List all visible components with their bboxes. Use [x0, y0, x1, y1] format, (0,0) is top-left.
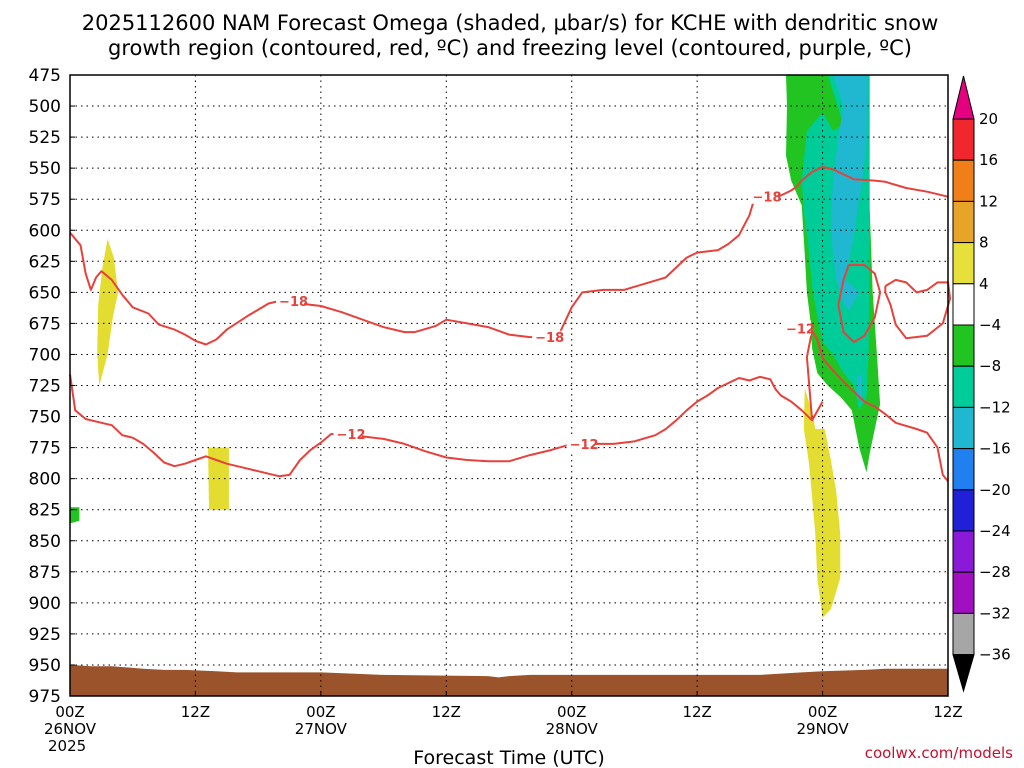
contour-label: −18 [753, 191, 782, 206]
minus-12-contour [69, 374, 824, 478]
y-tick-label: 975 [29, 687, 61, 707]
contour-label: −18 [535, 331, 564, 346]
y-tick-label: 625 [29, 252, 61, 272]
colorbar-label: −8 [979, 357, 1001, 375]
credit-link[interactable]: coolwx.com/models [865, 744, 1013, 762]
x-tick-label: 00Z [55, 703, 84, 721]
cyan-omega-sliver [857, 375, 863, 398]
terrain-layer [70, 664, 948, 696]
colorbar-swatch [952, 324, 975, 367]
x-tick-label: 28NOV [546, 720, 599, 738]
colorbar-swatch [952, 489, 975, 532]
colorbar-label: −32 [979, 604, 1011, 622]
x-tick-label: 12Z [432, 703, 461, 721]
contour-label-bg [782, 320, 811, 336]
chart-title-line-2: growth region (contoured, red, ºC) and f… [108, 36, 912, 60]
colorbar-swatch [952, 530, 975, 573]
x-tick-label: 27NOV [295, 720, 348, 738]
colorbar-swatch [952, 448, 975, 491]
contour-label: −12 [786, 322, 815, 337]
contour-label: −18 [279, 295, 308, 310]
y-tick-label: 600 [29, 221, 61, 241]
colorbar-label: −12 [979, 398, 1011, 416]
colorbar-label: −28 [979, 563, 1011, 581]
green-region-sfc [70, 507, 80, 524]
colorbar-label: 16 [979, 151, 998, 169]
x-tick-label: 12Z [181, 703, 210, 721]
colorbar-top-arrow [952, 75, 975, 120]
colorbar-swatch [952, 283, 975, 326]
terrain-fill [70, 664, 948, 696]
y-tick-label: 475 [29, 66, 61, 86]
x-tick-label: 00Z [306, 703, 335, 721]
colorbar-label: −24 [979, 522, 1011, 540]
colorbar-label: 12 [979, 192, 998, 210]
contour-label: −12 [337, 428, 366, 443]
y-tick-label: 775 [29, 439, 61, 459]
y-tick-label: 925 [29, 625, 61, 645]
minus-18-closed-contour-2 [884, 278, 952, 340]
x-tick-label: 00Z [808, 703, 837, 721]
colorbar-swatch [952, 242, 975, 285]
colorbar-swatch [952, 118, 975, 161]
colorbar-swatch [952, 571, 975, 614]
colorbar-label: 4 [979, 275, 989, 293]
yellow-region-12z [208, 447, 229, 510]
y-tick-label: 950 [29, 656, 61, 676]
colorbar-swatch [952, 200, 975, 244]
x-tick-label: 12Z [682, 703, 711, 721]
colorbar-swatch [952, 406, 975, 450]
axes: 475 500 525 550 575 600 625 650 675 700 725 750 775 8… [29, 66, 963, 755]
omega-shading-layer [70, 75, 881, 618]
colorbar: 20 16 12 8 4 −4 −8 −12 −16 −20 −24 −28 −32 −36 [952, 75, 1011, 693]
colorbar-swatch [952, 612, 975, 656]
colorbar-swatch [952, 365, 975, 408]
y-tick-label: 525 [29, 128, 61, 148]
y-tick-label: 850 [29, 532, 61, 552]
x-tick-label: 2025 [48, 737, 86, 755]
chart-title-line-1: 2025112600 NAM Forecast Omega (shaded, μ… [82, 11, 939, 35]
x-tick-label: 26NOV [44, 720, 97, 738]
minus-18-closed-contour-1 [837, 264, 882, 343]
colorbar-label: −4 [979, 316, 1001, 334]
x-tick-label: 29NOV [797, 720, 850, 738]
y-tick-label: 550 [29, 159, 61, 179]
colorbar-label: 8 [979, 234, 989, 252]
colorbar-swatch [952, 159, 975, 202]
y-tick-label: 750 [29, 408, 61, 428]
contour-label-bg [276, 293, 305, 309]
y-tick-label: 650 [29, 283, 61, 303]
contour-label-bg [566, 435, 595, 451]
x-tick-label: 00Z [557, 703, 586, 721]
yellow-region-29nov [803, 388, 841, 618]
y-tick-label: 700 [29, 345, 61, 365]
x-tick-label: 12Z [933, 703, 962, 721]
contour-label-bg [532, 329, 561, 345]
colorbar-bottom-arrow [952, 654, 975, 693]
y-tick-label: 675 [29, 314, 61, 334]
y-tick-label: 825 [29, 501, 61, 521]
y-tick-label: 575 [29, 190, 61, 210]
colorbar-label: −16 [979, 440, 1011, 458]
y-tick-label: 725 [29, 377, 61, 397]
y-tick-label: 500 [29, 97, 61, 117]
y-tick-label: 900 [29, 594, 61, 614]
contour-label: −12 [570, 438, 599, 453]
minus-12-contour-segment [805, 329, 949, 482]
colorbar-label: 20 [979, 110, 998, 128]
contour-label-bg [749, 188, 778, 204]
x-axis-label: Forecast Time (UTC) [413, 747, 604, 768]
colorbar-label: −20 [979, 481, 1011, 499]
y-tick-label: 875 [29, 563, 61, 583]
yellow-region-early [97, 238, 119, 386]
contour-label-bg [333, 425, 362, 441]
colorbar-label: −36 [979, 646, 1011, 664]
contour-layer: −18 −18 −18 −12 −12 −12 [69, 165, 952, 482]
y-tick-label: 800 [29, 470, 61, 490]
cyan-omega-region [830, 75, 868, 311]
